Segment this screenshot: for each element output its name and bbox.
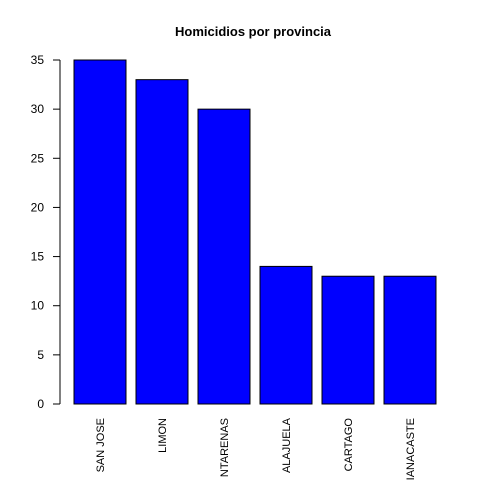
category-label: IANACASTE [405,418,417,480]
y-tick-label: 30 [31,102,45,116]
category-label: NTARENAS [219,418,231,477]
y-tick-label: 0 [37,397,44,411]
y-tick-label: 20 [31,200,45,214]
y-tick-label: 25 [31,151,45,165]
bars [73,59,437,405]
bar [197,108,251,405]
category-label: CARTAGO [343,418,355,472]
category-label: ALAJUELA [281,417,293,473]
category-label: LIMON [157,418,169,453]
y-tick-label: 35 [31,53,45,67]
bar [135,79,189,405]
bar [321,275,375,405]
category-label: SAN JOSE [95,418,107,472]
y-tick-label: 15 [31,250,45,264]
bar [73,59,127,405]
category-labels: SAN JOSE LIMON NTARENAS ALAJUELA CARTAGO IANA… [95,417,417,480]
bar [259,265,313,405]
y-axis: 0 5 10 15 20 25 30 35 [31,53,61,411]
y-tick-label: 10 [31,299,45,313]
bar [383,275,437,405]
y-tick-label: 5 [37,348,44,362]
chart-title: Homicidios por provincia [175,24,332,39]
